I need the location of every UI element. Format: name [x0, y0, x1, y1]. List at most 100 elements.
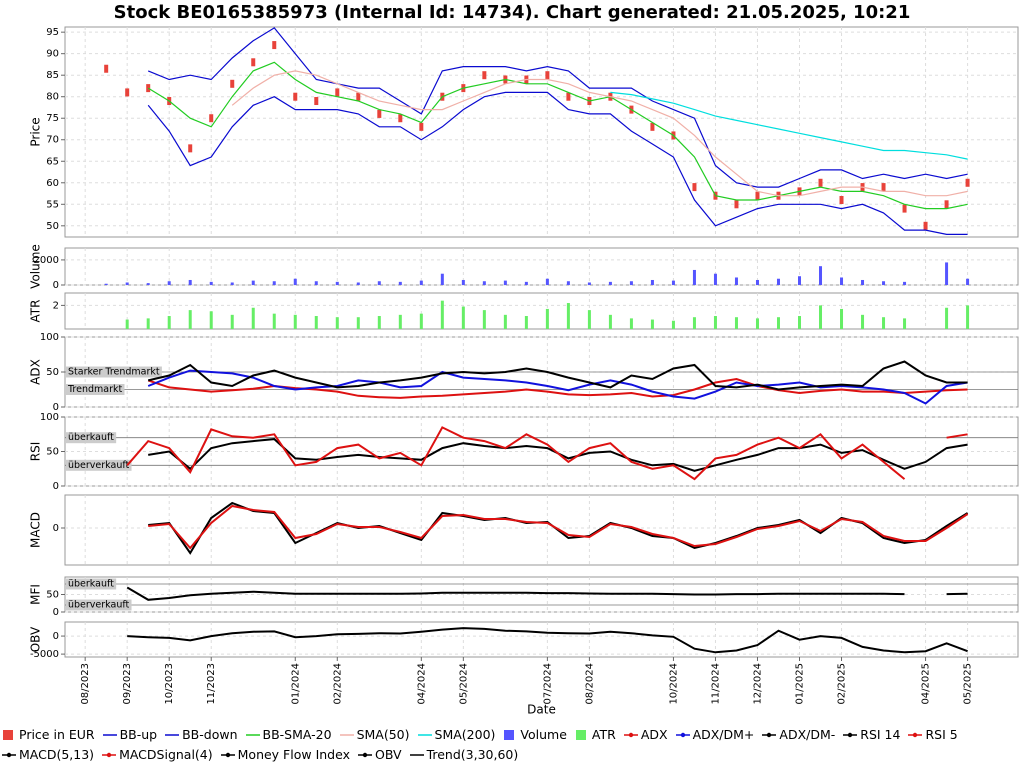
- bar: [356, 282, 360, 285]
- price-candle: [545, 71, 550, 80]
- bar: [482, 310, 486, 329]
- price-candle: [818, 178, 823, 187]
- reference-label-bg: [66, 599, 132, 611]
- bar: [755, 318, 759, 329]
- price-candle: [104, 64, 109, 73]
- series-line: [231, 70, 968, 197]
- legend-item: RSI 5: [908, 725, 958, 745]
- y-axis-label: Volume: [29, 244, 43, 289]
- bar: [503, 314, 507, 329]
- price-candle: [335, 88, 340, 97]
- x-tick-label: 02/2025: [837, 663, 848, 705]
- legend-swatch: [357, 752, 372, 758]
- bar: [882, 281, 886, 285]
- swatch-box: [575, 730, 586, 740]
- bar: [755, 279, 759, 285]
- y-tick-label: 0: [53, 523, 59, 534]
- legend-label: Trend(3,30,60): [426, 747, 519, 762]
- bar: [692, 317, 696, 329]
- bar: [188, 279, 192, 285]
- bar: [503, 280, 507, 285]
- legend-item: Price in EUR: [2, 725, 95, 745]
- bar: [882, 317, 886, 329]
- bar: [734, 277, 738, 285]
- legend-label: ADX: [640, 727, 668, 742]
- series-line: [147, 369, 968, 405]
- reference-label-bg: [66, 459, 132, 471]
- legend-swatch: [675, 732, 690, 738]
- bar: [671, 280, 675, 285]
- y-axis-label: RSI: [29, 442, 43, 462]
- bar: [966, 305, 970, 329]
- chart: Stock BE0165385973 (Internal Id: 14734).…: [29, 2, 1019, 717]
- price-candle: [566, 92, 571, 101]
- legend-label: RSI 14: [860, 727, 901, 742]
- x-tick-label: 04/2025: [921, 663, 932, 705]
- legend-swatch: [417, 734, 432, 736]
- price-candle: [734, 200, 739, 209]
- x-tick-label: 09/2023: [122, 663, 133, 705]
- price-candle: [209, 114, 214, 123]
- price-candle: [272, 41, 277, 50]
- bar: [903, 281, 907, 285]
- legend-label: ADX/DM-: [779, 727, 836, 742]
- y-tick-label: 100: [40, 332, 59, 343]
- x-tick-label: 01/2025: [794, 663, 805, 705]
- bar: [293, 278, 297, 285]
- y-tick-label: 70: [46, 135, 59, 146]
- bar: [188, 310, 192, 329]
- bar: [440, 273, 444, 285]
- legend-item: SMA(200): [417, 725, 495, 745]
- x-axis-label: Date: [527, 703, 556, 717]
- legend-label: Money Flow Index: [237, 747, 350, 762]
- bar: [776, 278, 780, 285]
- legend-swatch: [623, 732, 638, 738]
- price-candle: [125, 88, 130, 97]
- legend-item: BB-down: [165, 725, 238, 745]
- swatch-dot: [106, 752, 112, 758]
- reference-label: überkauft: [68, 579, 114, 590]
- plot-area: [64, 247, 1019, 286]
- series-line: [126, 586, 968, 601]
- bar: [587, 282, 591, 285]
- bar: [776, 317, 780, 329]
- swatch-dot: [225, 752, 230, 758]
- series-line: [610, 91, 968, 160]
- bar: [861, 279, 865, 285]
- legend-item: MACD(5,13): [2, 745, 94, 765]
- legend-label: SMA(50): [356, 727, 410, 742]
- bar: [146, 283, 150, 285]
- x-tick-label: 08/2023: [80, 663, 91, 705]
- bar: [335, 317, 339, 329]
- price-candle: [230, 79, 235, 88]
- x-tick-label: 10/2023: [164, 663, 175, 705]
- plot-area: [64, 292, 1019, 330]
- price-candle: [356, 92, 361, 101]
- legend-label: MACDSignal(4): [119, 747, 213, 762]
- legend: Price in EUR BB-up BB-down BB-SMA-20 SMA(50)…: [2, 725, 1020, 765]
- bar: [398, 314, 402, 329]
- y-tick-label: 85: [46, 70, 59, 81]
- x-tick-label: 11/2023: [206, 663, 217, 705]
- series-line: [147, 360, 968, 391]
- y-tick-label: 55: [46, 199, 59, 210]
- y-axis-label: MACD: [29, 512, 43, 548]
- plot-area: [64, 621, 1019, 658]
- bar: [335, 281, 339, 285]
- series-line: [147, 27, 968, 188]
- legend-swatch: [575, 730, 586, 740]
- bar: [440, 300, 444, 329]
- legend-item: ADX/DM+: [675, 725, 754, 745]
- bar: [713, 316, 717, 329]
- legend-label: MACD(5,13): [19, 747, 95, 762]
- reference-label: überverkauft: [68, 600, 130, 611]
- reference-label-bg: [66, 432, 117, 444]
- y-tick-label: 0: [53, 607, 59, 618]
- bar: [272, 313, 276, 329]
- legend-swatch: [339, 734, 354, 736]
- legend-item: Trend(3,30,60): [409, 745, 519, 765]
- reference-label: Starker Trendmarkt: [68, 367, 160, 378]
- y-tick-label: 2000: [34, 255, 59, 266]
- bar: [692, 269, 696, 285]
